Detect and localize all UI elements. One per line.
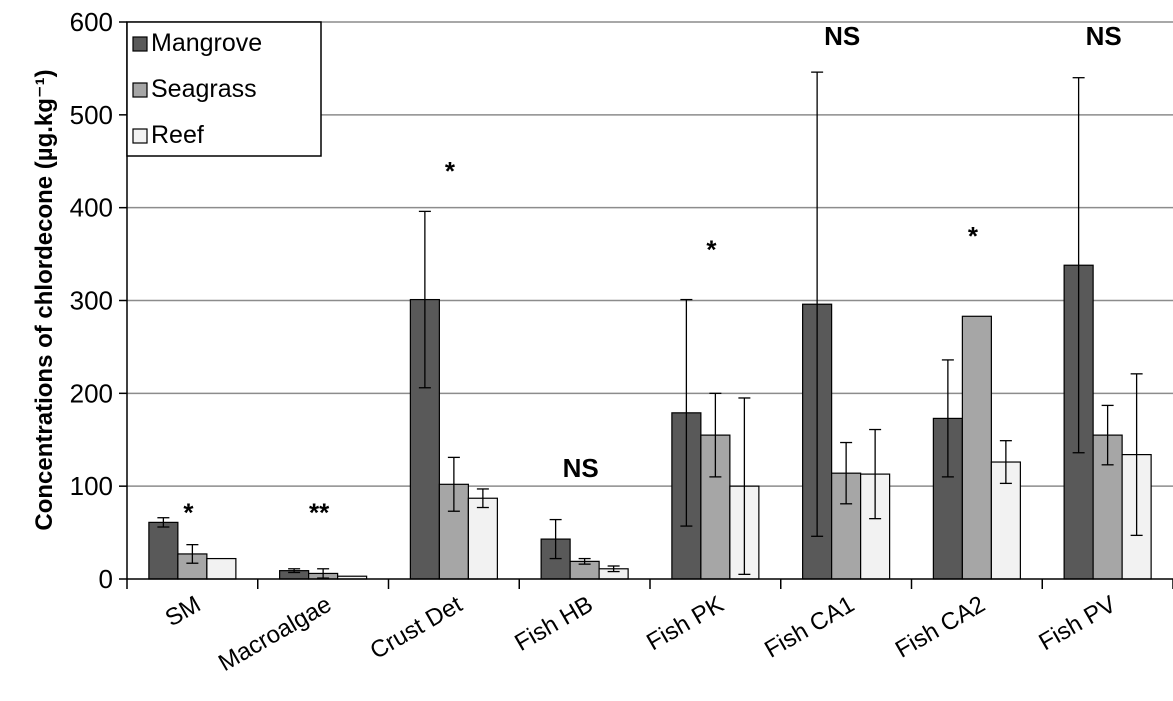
significance-label: * (183, 497, 194, 527)
error-bar-mangrove-4 (680, 298, 693, 527)
error-bar-reef-5 (869, 428, 882, 520)
significance-label: NS (824, 21, 860, 51)
bars (148, 264, 1152, 580)
y-tick-label: 200 (70, 378, 113, 408)
error-bar-seagrass-5 (840, 441, 853, 505)
error-bar-mangrove-1 (288, 568, 301, 574)
significance-label: NS (563, 453, 599, 483)
legend-swatch (132, 128, 148, 144)
error-bar-reef-2 (476, 488, 489, 509)
error-bar-mangrove-2 (418, 210, 431, 389)
x-tick-label: SM (161, 591, 206, 632)
significance-label: * (968, 221, 979, 251)
legend: Mangrove Seagrass Reef (126, 21, 322, 157)
legend-label: Seagrass (151, 75, 257, 103)
error-bar-reef-3 (607, 565, 620, 573)
y-tick-label: 600 (70, 7, 113, 37)
legend-swatch (132, 82, 148, 98)
significance-label: * (706, 235, 717, 265)
error-bar-reef-4 (738, 397, 751, 576)
error-bar-mangrove-3 (549, 518, 562, 560)
significance-label: ** (309, 497, 330, 527)
y-tick-label: 300 (70, 286, 113, 316)
error-bar-mangrove-0 (157, 517, 170, 528)
error-bar-seagrass-4 (709, 392, 722, 478)
y-axis-ticks: 0 100 200 300 400 500 600 (70, 7, 127, 594)
legend-label: Mangrove (151, 29, 262, 57)
x-tick-label: Macroalgae (214, 591, 336, 677)
error-bar-mangrove-5 (811, 71, 824, 537)
legend-swatch (132, 36, 148, 52)
x-tick-label: Fish PV (1034, 591, 1120, 656)
error-bar-mangrove-7 (1072, 77, 1085, 454)
error-bar-seagrass-2 (447, 456, 460, 512)
x-tick-label: Fish PK (642, 591, 728, 656)
error-bar-seagrass-3 (578, 557, 591, 565)
bar-mangrove-0 (148, 521, 179, 580)
y-tick-label: 100 (70, 471, 113, 501)
x-axis-ticks: SM Macroalgae Crust Det Fish HB Fish PK Fish … (126, 579, 1173, 677)
error-bars (157, 71, 1143, 579)
x-tick-label: Fish CA2 (891, 591, 990, 664)
error-bar-seagrass-1 (317, 568, 330, 579)
x-tick-label: Fish CA1 (760, 591, 859, 664)
error-bar-seagrass-0 (186, 544, 199, 564)
bar-reef-2 (467, 497, 498, 580)
y-axis-title: Concentrations of chlordecone (µg.kg⁻¹) (31, 69, 58, 530)
error-bar-reef-6 (999, 440, 1012, 485)
y-tick-label: 400 (70, 193, 113, 223)
x-tick-label: Crust Det (366, 591, 468, 665)
legend-label: Reef (151, 121, 204, 149)
significance-label: NS (1086, 21, 1122, 51)
x-tick-label: Fish HB (510, 591, 597, 657)
legend-box (126, 21, 322, 157)
y-tick-label: 0 (99, 564, 113, 594)
error-bar-reef-7 (1130, 373, 1143, 537)
bar-reef-0 (206, 557, 237, 580)
significance-labels: * ***NS*NS*NS (183, 21, 1121, 527)
significance-label: * (445, 156, 456, 186)
error-bar-seagrass-7 (1101, 404, 1114, 466)
y-tick-label: 500 (70, 100, 113, 130)
error-bar-mangrove-6 (941, 359, 954, 478)
bar-seagrass-6 (961, 315, 992, 580)
